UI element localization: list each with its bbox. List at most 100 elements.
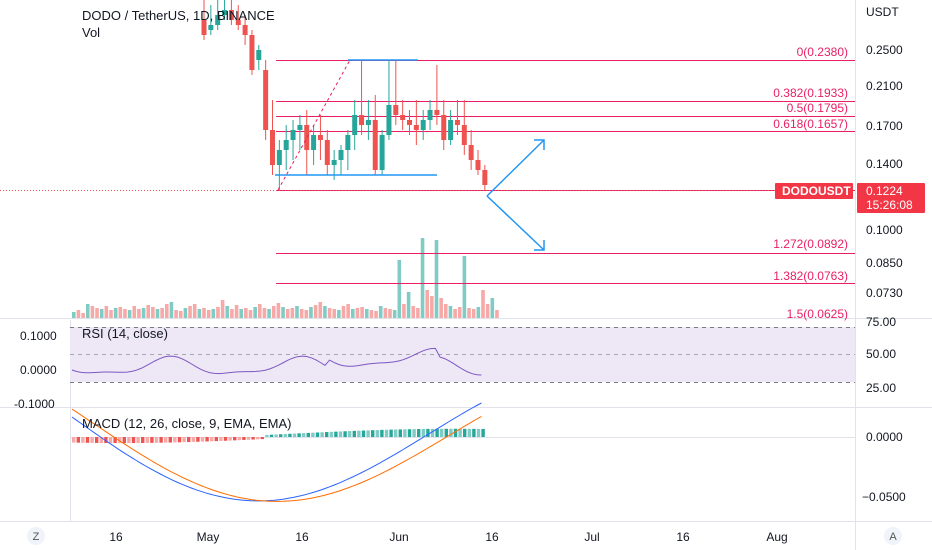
macd-hist-bar	[210, 437, 214, 442]
drawing-tools[interactable]	[0, 59, 855, 251]
time-label: 16	[295, 530, 309, 544]
macd-hist-bar	[136, 437, 140, 444]
fib-label: 1.382(0.0763)	[773, 269, 848, 283]
volume-bar	[183, 308, 188, 318]
volume-bar	[188, 306, 192, 318]
macd-hist-bar	[242, 437, 246, 440]
volume-bar	[267, 309, 271, 318]
macd-hist-bar	[113, 437, 117, 444]
fib-retracement-lines[interactable]	[276, 60, 855, 284]
zoom-reset-button[interactable]	[27, 527, 45, 545]
auto-scale-button[interactable]	[884, 527, 902, 545]
candle-body	[420, 120, 426, 130]
rsi-title[interactable]: RSI (14, close)	[82, 326, 168, 341]
macd-hist-bar	[444, 428, 448, 437]
candle-body	[270, 130, 275, 165]
macd-hist-bar	[251, 437, 255, 440]
left-tick: -0.1000	[14, 397, 55, 411]
volume-bar	[178, 311, 183, 318]
volume-bar	[448, 306, 453, 318]
macd-hist-bar	[219, 437, 223, 441]
auto-button-label: A	[889, 531, 897, 543]
macd-hist-bar	[426, 428, 430, 437]
macd-title[interactable]: MACD (12, 26, close, 9, EMA, EMA)	[82, 416, 292, 431]
macd-hist-bar	[366, 430, 370, 437]
macd-hist-bar	[380, 429, 384, 437]
rsi-pane[interactable]	[70, 327, 855, 383]
macd-hist-bar	[297, 433, 301, 437]
macd-hist-bar	[108, 437, 113, 444]
arrow-down-path	[486, 195, 545, 251]
macd-hist-bar	[122, 437, 126, 444]
candle-body	[468, 145, 474, 160]
time-label: Jul	[584, 530, 599, 544]
arrow-up-path	[486, 139, 545, 197]
macd-hist-bar	[187, 437, 191, 443]
macd-hist-bar	[476, 428, 481, 437]
macd-hist-bar	[338, 431, 343, 437]
candle-body	[222, 10, 228, 15]
chart-title[interactable]: DODO / TetherUS, 1D, BINANCE	[82, 8, 275, 23]
volume-bar	[285, 309, 290, 318]
volume-bar	[337, 310, 341, 318]
volume-bar	[471, 309, 476, 318]
time-label: 16	[109, 530, 123, 544]
volume-bar	[197, 309, 202, 318]
volume-label[interactable]: Vol	[82, 25, 100, 40]
rsi-scale: 75.00 50.00 25.00 0.1000 0.0000 -0.1000	[14, 315, 896, 411]
volume-bar	[239, 309, 243, 318]
candle-body	[304, 125, 310, 150]
price-tags: DODOUSDT 0.1224 15:26:08	[775, 183, 925, 213]
time-axis[interactable]: 16 May 16 Jun 16 Jul 16 Aug	[109, 530, 787, 544]
volume-bar	[318, 302, 323, 318]
current-price-tag: 0.1224	[866, 184, 903, 198]
price-tick: 0.2500	[866, 43, 903, 57]
volume-bar	[151, 307, 155, 318]
volume-bar	[244, 308, 248, 318]
macd-hist-bar	[237, 437, 241, 441]
macd-hist-bar	[352, 430, 356, 437]
macd-pane[interactable]	[70, 402, 855, 502]
volume-bar	[299, 309, 304, 318]
macd-hist-bar	[274, 434, 278, 437]
macd-hist-bar	[99, 437, 103, 444]
macd-hist-bar	[205, 437, 209, 442]
volume-bar	[304, 310, 309, 318]
macd-hist-bar	[398, 429, 402, 437]
macd-hist-bar	[95, 437, 99, 443]
volume-bar	[332, 309, 336, 318]
candle-body	[215, 15, 221, 25]
volume-bar	[225, 306, 230, 318]
macd-hist-bar	[159, 437, 163, 443]
macd-hist-bar	[467, 428, 471, 437]
price-scale[interactable]: USDT 0.2500 0.2100 0.1700 0.1400 0.1000 …	[866, 5, 903, 300]
candle-body	[331, 160, 337, 165]
volume-bar	[360, 307, 364, 318]
macd-hist-bar	[150, 437, 154, 443]
candlestick-series[interactable]	[201, 0, 488, 190]
candle-body	[311, 135, 317, 150]
candle-body	[276, 150, 282, 165]
volume-bar	[309, 307, 313, 318]
volume-bars	[72, 238, 499, 318]
volume-bar	[99, 309, 104, 318]
macd-hist-bar	[361, 430, 366, 437]
price-tick: 0.0730	[866, 286, 903, 300]
macd-tick: −0.0500	[862, 490, 906, 504]
fib-labels: 0(0.2380) 0.382(0.1933) 0.5(0.1795) 0.61…	[773, 45, 848, 321]
macd-hist-bar	[260, 437, 264, 440]
volume-bar	[174, 310, 178, 318]
macd-hist-bar	[421, 428, 425, 437]
volume-bar	[439, 298, 443, 318]
arrow-down-head	[534, 240, 545, 251]
time-label: Aug	[766, 530, 787, 544]
volume-bar	[202, 308, 206, 318]
time-label: 16	[485, 530, 499, 544]
candle-body	[201, 20, 207, 35]
candle-body	[482, 170, 488, 185]
macd-hist-bar	[315, 432, 320, 437]
macd-hist-bar	[196, 437, 200, 442]
volume-bar	[141, 308, 146, 318]
